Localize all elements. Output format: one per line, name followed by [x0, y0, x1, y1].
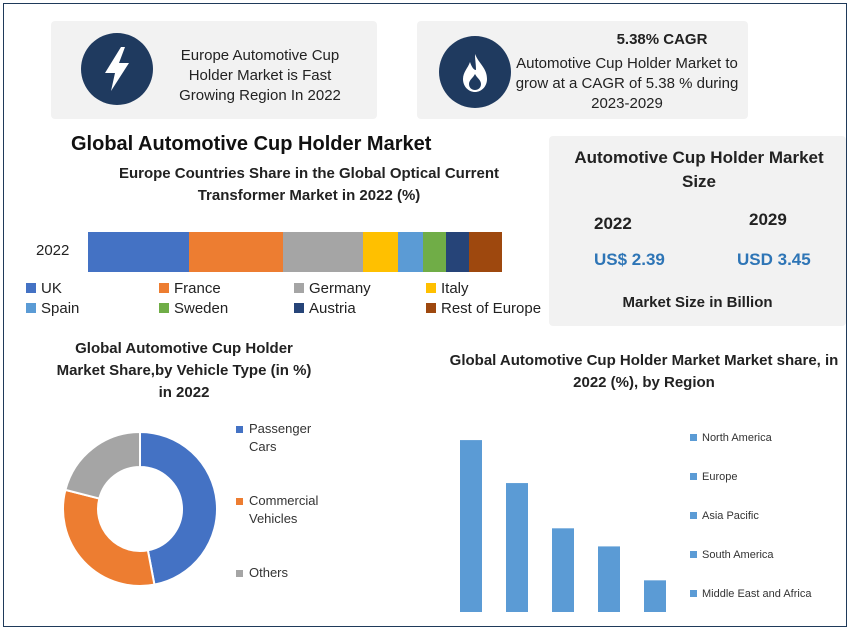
region-legend-item-europe: Europe — [690, 471, 737, 483]
stack-segment-rest-of-europe — [468, 232, 502, 272]
legend-swatch — [690, 590, 697, 597]
legend-swatch — [426, 303, 436, 314]
market-size-title: Automotive Cup Holder Market Size — [574, 148, 824, 191]
donut-legend-item-passenger-cars: Passenger Cars — [236, 420, 326, 456]
stack-segment-sweden — [423, 232, 447, 272]
legend-label: Austria — [309, 300, 356, 317]
legend-swatch — [236, 498, 243, 505]
legend-item-austria: Austria — [294, 300, 356, 317]
legend-swatch — [690, 473, 697, 480]
legend-label: Middle East and Africa — [702, 588, 812, 600]
legend-swatch — [26, 283, 36, 294]
legend-label: Rest of Europe — [441, 300, 542, 317]
legend-swatch — [690, 512, 697, 519]
donut-legend-item-others: Others — [236, 564, 326, 582]
flame-icon — [463, 54, 487, 92]
cagr-title: 5.38% CAGR — [616, 31, 708, 48]
region-legend-item-asia-pacific: Asia Pacific — [690, 510, 759, 522]
region-bar-south-america — [598, 546, 620, 612]
legend-label: Passenger Cars — [249, 421, 312, 454]
legend-item-rest-of-europe: Rest of Europe — [426, 300, 541, 317]
legend-label: Others — [249, 565, 289, 580]
europe-growth-text: Europe Automotive Cup Holder Market is F… — [179, 47, 341, 104]
legend-item-sweden: Sweden — [159, 300, 228, 317]
region-bar-chart — [460, 440, 666, 612]
flame-icon-badge — [439, 36, 511, 108]
region-bar-north-america — [460, 440, 482, 612]
legend-item-spain: Spain — [26, 300, 79, 317]
stack-segment-italy — [363, 232, 399, 272]
donut-chart-title: Global Automotive Cup Holder Market Shar… — [56, 340, 312, 401]
legend-label: France — [174, 280, 221, 297]
legend-swatch — [159, 283, 169, 294]
stack-segment-germany — [282, 232, 364, 272]
region-legend-item-south-america: South America — [690, 549, 774, 561]
stack-segment-france — [189, 232, 283, 272]
stacked-chart-title: Europe Countries Share in the Global Opt… — [118, 165, 500, 204]
region-bar-middle-east-and-africa — [644, 580, 666, 612]
donut-legend-item-commercial-vehicles: Commercial Vehicles — [236, 492, 326, 528]
legend-swatch — [26, 303, 36, 314]
market-size-footer: Market Size in Billion — [622, 294, 773, 311]
region-chart-title: Global Automotive Cup Holder Market Mark… — [449, 352, 839, 391]
donut-slice-others — [64, 430, 141, 500]
legend-swatch — [690, 434, 697, 441]
legend-swatch — [690, 551, 697, 558]
donut-slice-passenger-cars — [139, 430, 218, 586]
legend-label: Spain — [41, 300, 80, 317]
stacked-category-label: 2022 — [36, 242, 70, 259]
legend-label: UK — [41, 280, 62, 297]
donut-chart — [62, 430, 218, 587]
region-legend-item-middle-east-and-africa: Middle East and Africa — [690, 588, 811, 600]
legend-label: Sweden — [174, 300, 229, 317]
europe-growth-card: Europe Automotive Cup Holder Market is F… — [51, 21, 377, 119]
legend-swatch — [294, 303, 304, 314]
region-legend-item-north-america: North America — [690, 432, 772, 444]
region-bar-asia-pacific — [552, 528, 574, 612]
infographic-frame: Europe Automotive Cup Holder Market is F… — [3, 3, 847, 627]
legend-item-germany: Germany — [294, 280, 371, 297]
legend-label: South America — [702, 549, 774, 561]
cagr-text: Automotive Cup Holder Market to grow at … — [515, 55, 739, 112]
lightning-icon-badge — [81, 33, 153, 105]
legend-label: Italy — [441, 280, 469, 297]
main-title: Global Automotive Cup Holder Market — [71, 133, 432, 155]
lightning-icon — [105, 47, 129, 91]
stack-segment-spain — [398, 232, 424, 272]
donut-slice-commercial-vehicles — [62, 488, 156, 587]
market-size-card: Automotive Cup Holder Market Size 2022 2… — [549, 136, 846, 326]
size-year-2022: 2022 — [594, 214, 632, 233]
legend-swatch — [236, 426, 243, 433]
legend-label: Germany — [309, 280, 371, 297]
legend-label: Commercial Vehicles — [249, 493, 319, 526]
legend-label: Europe — [702, 471, 738, 483]
legend-item-italy: Italy — [426, 280, 469, 297]
legend-label: North America — [702, 432, 772, 444]
cagr-card: 5.38% CAGR Automotive Cup Holder Market … — [417, 21, 748, 119]
legend-swatch — [236, 570, 243, 577]
legend-item-france: France — [159, 280, 221, 297]
legend-label: Asia Pacific — [702, 510, 759, 522]
region-bar-europe — [506, 483, 528, 612]
stacked-bar — [88, 232, 502, 272]
size-value-2029: USD 3.45 — [737, 250, 811, 269]
size-value-2022: US$ 2.39 — [594, 250, 665, 269]
legend-swatch — [294, 283, 304, 294]
stack-segment-austria — [446, 232, 469, 272]
stack-segment-uk — [88, 232, 190, 272]
legend-swatch — [159, 303, 169, 314]
legend-item-uk: UK — [26, 280, 62, 297]
legend-swatch — [426, 283, 436, 294]
size-year-2029: 2029 — [749, 210, 787, 229]
